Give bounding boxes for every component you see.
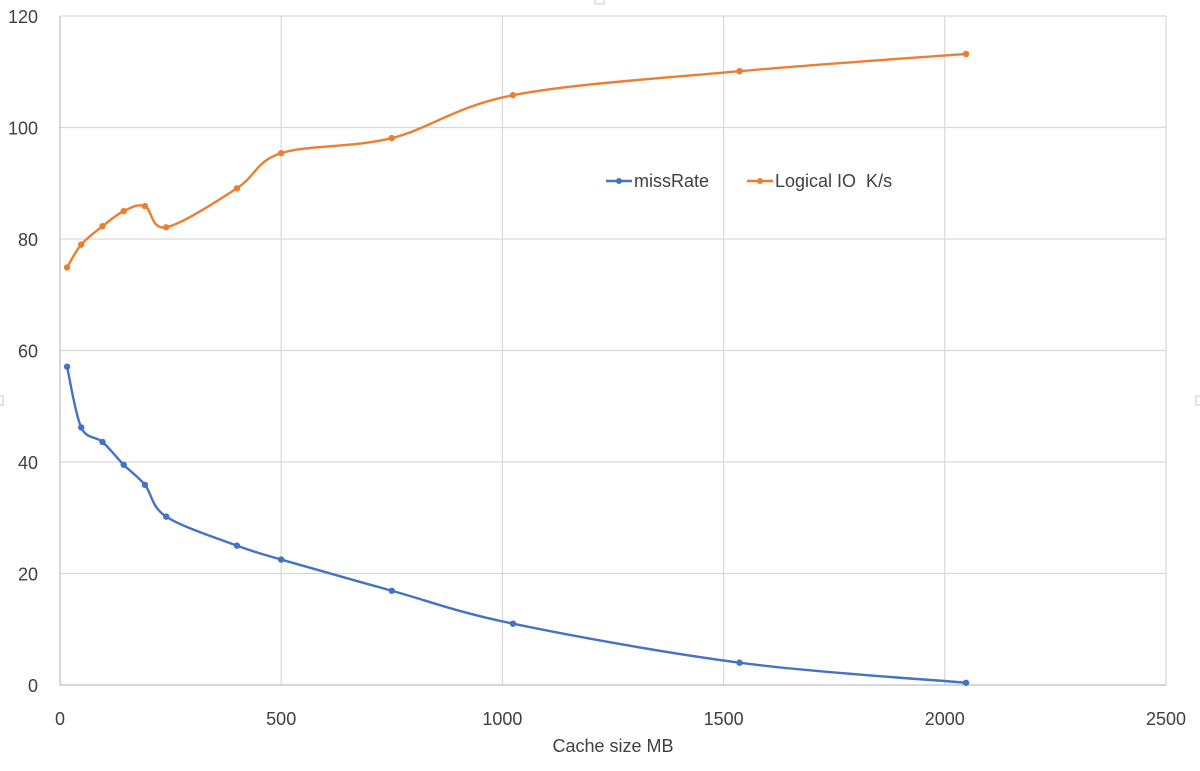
legend-marker-icon (757, 178, 764, 184)
y-tick-label: 20 (18, 565, 38, 585)
data-series (63, 50, 970, 686)
y-tick-label: 40 (18, 453, 38, 473)
axes (59, 16, 1166, 686)
data-point-marker[interactable] (388, 134, 395, 142)
x-tick-label: 2000 (925, 709, 965, 729)
x-tick-label: 0 (55, 709, 65, 729)
data-point-marker[interactable] (962, 679, 970, 686)
data-point-marker[interactable] (278, 556, 285, 563)
y-tick-label: 60 (18, 342, 38, 362)
y-axis-tick-labels: 0 20 40 60 80 100 120 (8, 7, 38, 696)
resize-handle-left[interactable] (0, 395, 4, 406)
legend-item-missrate[interactable]: missRate (606, 171, 709, 191)
x-tick-label: 1500 (704, 709, 744, 729)
chart-frame-handles[interactable] (0, 0, 1200, 406)
x-axis-title: Cache size MB (552, 736, 673, 756)
series-logical-io (63, 50, 970, 271)
x-tick-label: 500 (266, 709, 296, 729)
y-tick-label: 100 (8, 119, 38, 139)
x-tick-label: 1000 (482, 709, 522, 729)
x-tick-label: 2500 (1146, 709, 1186, 729)
data-point-marker[interactable] (233, 185, 241, 192)
data-point-marker[interactable] (63, 363, 71, 370)
data-point-marker[interactable] (99, 438, 106, 446)
legend-marker-icon (616, 178, 622, 184)
data-point-marker[interactable] (736, 67, 743, 75)
data-point-marker[interactable] (162, 513, 170, 520)
series-line (65, 365, 968, 684)
data-point-marker[interactable] (99, 222, 106, 230)
data-point-marker[interactable] (509, 620, 517, 627)
series-line (65, 52, 968, 269)
legend-label: missRate (634, 171, 709, 191)
data-point-marker[interactable] (736, 659, 743, 666)
resize-handle-right[interactable] (1195, 395, 1200, 406)
data-point-marker[interactable] (141, 202, 149, 210)
data-point-marker[interactable] (141, 481, 149, 489)
data-point-marker[interactable] (120, 461, 127, 468)
y-tick-label: 0 (28, 676, 38, 696)
data-point-marker[interactable] (120, 207, 127, 215)
data-point-marker[interactable] (162, 224, 170, 231)
resize-handle-top[interactable] (594, 0, 605, 5)
data-point-marker[interactable] (509, 91, 517, 99)
y-tick-label: 120 (8, 7, 38, 27)
series-missrate (63, 363, 970, 686)
legend[interactable]: missRate Logical IO K/s (606, 171, 892, 191)
data-point-marker[interactable] (233, 542, 241, 549)
data-point-marker[interactable] (278, 149, 285, 157)
data-point-marker[interactable] (388, 587, 395, 594)
y-tick-label: 80 (18, 230, 38, 250)
legend-label: Logical IO K/s (775, 171, 892, 191)
legend-item-logical-io[interactable]: Logical IO K/s (747, 171, 892, 191)
data-point-marker[interactable] (78, 424, 85, 431)
x-axis-tick-labels: 0 500 1000 1500 2000 2500 (55, 709, 1186, 729)
data-point-marker[interactable] (63, 264, 71, 271)
data-point-marker[interactable] (962, 50, 970, 58)
vertical-gridlines (280, 16, 1167, 685)
horizontal-gridlines (60, 15, 1166, 575)
data-point-marker[interactable] (78, 241, 85, 248)
